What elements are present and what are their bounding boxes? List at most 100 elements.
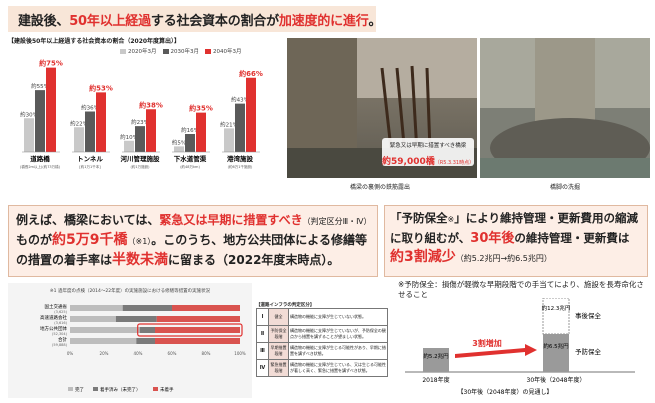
hbar-title: ※1 過年度の点検（2014〜22年度）の実施施設における修繕等措置の実施状況 — [50, 287, 211, 294]
bar-label: 約16% — [181, 126, 199, 134]
bar-label: 約10% — [120, 133, 138, 141]
table-cell-d: 構造物の機能に支障が生じていない状態。 — [288, 308, 388, 326]
cost-bar-2048-yobo-label: 約6.5兆円 — [543, 342, 569, 350]
category-note: [約1万1千本] — [79, 164, 101, 169]
aging-infrastructure-bar-chart: 約30% 約55% 約75% 道路橋(橋長2m以上)(約73万橋) 約22% 約36% 約5… — [20, 59, 263, 169]
bridge-count-badge: 緊急又は早期に措置すべき橋梁 約59,000橋（R5.3.31時点） — [382, 138, 474, 167]
table-row: Ⅱ 予防保全段階 構造物の機能に支障が生じていないが、予防保全の観点から措置を講ずる… — [256, 325, 388, 343]
bar-下水道管渠-2020年3月 — [174, 146, 184, 152]
category-label: トンネル — [77, 155, 103, 163]
bar-label: 約43% — [231, 96, 249, 104]
preventive-paragraph: 「予防保全※」により維持管理・更新費用の縮減 に取り組むが、30年後の維持管理・… — [390, 211, 638, 265]
table-cell-d: 構造物の機能に支障が生じている、又は生じる可能性が著しく高く、緊急に措置を講ずべ… — [288, 359, 388, 377]
hbar-xtick: 60% — [168, 351, 177, 356]
hbar-category: 合計 — [58, 336, 67, 343]
headline: 建設後、50年以上経過する社会資本の割合が加速度的に進行。 — [18, 14, 382, 29]
bar-河川管理施設-2040年3月 — [146, 109, 156, 152]
hbar-seg-合計-完了 — [70, 338, 137, 344]
category-note: (約48万km) — [180, 164, 200, 169]
hbar-legend-label: 着手済み（未完了） — [100, 386, 141, 393]
category-label: 道路橋 — [30, 154, 50, 163]
hbar-legend-swatch — [93, 387, 98, 391]
hbar-seg-高速道路会社-完了 — [70, 316, 116, 322]
bar-トンネル-2030年3月 — [85, 111, 95, 152]
bar-道路橋-2020年3月 — [24, 118, 34, 152]
hbar-legend-swatch — [68, 387, 73, 391]
bar-label: 約22% — [70, 119, 88, 127]
hbar-legend-label: 未着手 — [160, 386, 174, 393]
repair-status-chart: ※1 過年度の点検（2014〜22年度）の実施施設における修繕等措置の実施状況国… — [8, 283, 252, 398]
hbar-xtick: 80% — [202, 351, 211, 356]
hbar-category: 地方公共団体 — [40, 325, 67, 332]
bar-label: 約66% — [239, 69, 263, 78]
hbar-category-note: (3,616) — [54, 321, 67, 325]
bridge-text-box — [8, 205, 378, 277]
hbar-seg-合計-未着手 — [155, 338, 240, 344]
bar-港湾施設-2020年3月 — [224, 128, 234, 152]
hbar-seg-地方公共団体-未着手 — [155, 327, 240, 333]
hbar-category: 国土交通省 — [45, 303, 68, 310]
preventive-note: ※予防保全：損傷が軽微な早期段階での手当てにより、施設を長寿命化させること — [398, 280, 644, 299]
hbar-seg-国土交通省-着手済み（未完了） — [122, 305, 172, 311]
bar-道路橋-2030年3月 — [35, 90, 45, 152]
hbar-seg-地方公共団体-完了 — [70, 327, 140, 333]
increase-arrow — [455, 344, 537, 358]
hbar-xtick: 100% — [234, 351, 246, 356]
preventive-text-box — [384, 205, 648, 277]
cost-bar-2018 — [423, 348, 449, 372]
maintenance-cost-chart: 約5.2兆円 約12.3兆円 約6.5兆円 3割増加 事後保全 予防保全 201… — [405, 298, 635, 396]
hbar-seg-高速道路会社-着手済み（未完了） — [115, 316, 157, 322]
bar-道路橋-2040年3月 — [46, 67, 56, 152]
table-cell-n: 健全 — [268, 308, 289, 326]
bar-label: 約35% — [189, 104, 213, 113]
table-cell-d: 構造物の機能に支障が生じる可能性があり、早期に措置を講ずべき状態。 — [288, 342, 388, 360]
category-label: 下水道管渠 — [174, 154, 207, 163]
bar-label: 約38% — [139, 100, 163, 109]
bar-label: 約55% — [31, 82, 49, 90]
table-cell-n: 緊急措置段階 — [268, 359, 289, 377]
hbar-seg-国土交通省-完了 — [70, 305, 123, 311]
bar-港湾施設-2030年3月 — [235, 103, 245, 152]
table-cell-n: 予防保全段階 — [268, 325, 289, 343]
table-row: Ⅳ 緊急措置段階 構造物の機能に支障が生じている、又は生じる可能性が著しく高く、緊急… — [256, 359, 388, 377]
label-jigo: 事後保全 — [575, 311, 602, 320]
hbar-xtick: 40% — [134, 351, 143, 356]
bar-label: 約75% — [39, 59, 63, 68]
table-row: Ⅰ 健全 構造物の機能に支障が生じていない状態。 — [256, 308, 388, 326]
photo-rebar-exposed: 緊急又は早期に措置すべき橋梁 約59,000橋（R5.3.31時点） — [287, 38, 477, 178]
chart-legend: 2020年3月 2030年3月 2040年3月 — [120, 47, 242, 55]
bar-河川管理施設-2030年3月 — [135, 126, 145, 152]
bar-label: 約21% — [220, 120, 238, 128]
bar-下水道管渠-2040年3月 — [196, 112, 206, 152]
hbar-seg-地方公共団体-着手済み（未完了） — [139, 327, 155, 333]
caption-rebar: 橋梁の裏側の鉄筋露出 — [350, 184, 411, 191]
bridge-paragraph: 例えば、橋梁においては、緊急又は早期に措置すべき（判定区分Ⅲ・Ⅳ）ものが約5万9… — [16, 213, 372, 268]
cost-bar-2048-jigo-label: 約12.3兆円 — [542, 304, 571, 312]
x-label-2018: 2018年度 — [422, 376, 449, 384]
bar-label: 約5% — [172, 138, 186, 146]
bar-label: 約30% — [20, 110, 38, 118]
increase-label: 3割増加 — [472, 338, 502, 348]
hbar-category: 高速道路会社 — [40, 314, 67, 321]
category-label: 港湾施設 — [227, 154, 254, 163]
hbar-category-note: (59,888) — [52, 343, 68, 347]
bar-河川管理施設-2020年3月 — [124, 140, 134, 152]
label-yobo: 予防保全 — [575, 347, 602, 356]
legend-item-2040: 2040年3月 — [205, 47, 242, 55]
headline-band: 建設後、50年以上経過する社会資本の割合が加速度的に進行。 — [8, 6, 382, 32]
cost-footer: 【30年後（2048年度）の見通し】 — [458, 388, 553, 396]
caption-scour: 橋脚の洗掘 — [550, 184, 581, 191]
category-note: (約1万施設) — [131, 164, 151, 169]
bar-トンネル-2040年3月 — [96, 92, 106, 152]
bar-label: 約23% — [131, 118, 149, 126]
table-cell-k: Ⅲ — [256, 342, 269, 360]
photo-pier-scour — [480, 38, 650, 178]
category-note: (約6万1千施設) — [228, 164, 253, 169]
cost-bar-2048-yobo — [543, 334, 569, 372]
chart-title: 【建設後50年以上経過する社会資本の割合（2020年度算出）】 — [8, 38, 181, 45]
bar-label: 約36% — [81, 104, 99, 112]
category-label: 河川管理施設 — [121, 154, 161, 163]
bar-label: 約53% — [89, 83, 113, 92]
judgement-table: Ⅰ 健全 構造物の機能に支障が生じていない状態。 Ⅱ 予防保全段階 構造物の機能に支障が生… — [256, 308, 388, 377]
table-cell-k: Ⅰ — [256, 308, 269, 326]
